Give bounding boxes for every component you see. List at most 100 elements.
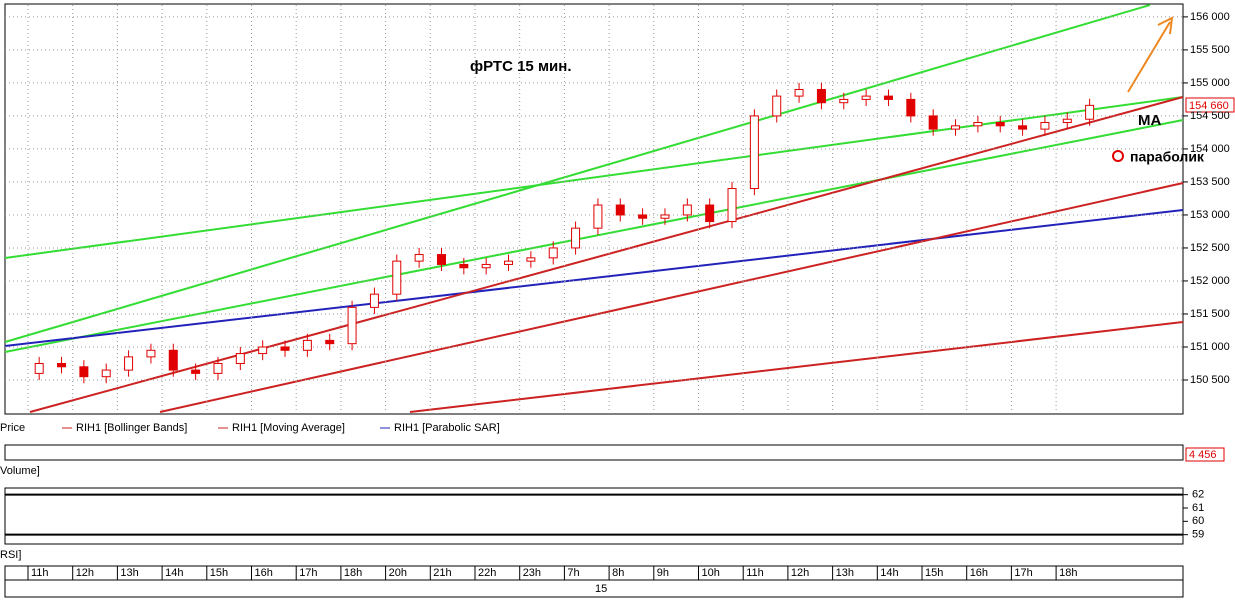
x-tick-label: 8h bbox=[612, 567, 624, 579]
arrow-head bbox=[1157, 16, 1174, 35]
x-tick-label: 7h bbox=[567, 567, 579, 579]
candle-body bbox=[414, 254, 424, 262]
candle-body bbox=[839, 98, 849, 104]
candle-body bbox=[548, 247, 558, 259]
candle-body bbox=[392, 260, 402, 295]
y-tick-label: 153 000 bbox=[1190, 209, 1230, 221]
x-tick-label: 23h bbox=[523, 567, 541, 579]
candle-body bbox=[794, 89, 804, 97]
candle-body bbox=[213, 362, 223, 374]
x-tick-label: 22h bbox=[478, 567, 496, 579]
candle-body bbox=[1018, 125, 1028, 130]
candle-body bbox=[749, 115, 759, 190]
y-tick-label: 150 500 bbox=[1190, 374, 1230, 386]
panel-label: RSI] bbox=[0, 549, 21, 561]
x-tick-label: 13h bbox=[120, 567, 138, 579]
candle-body bbox=[615, 204, 625, 216]
arrow bbox=[1127, 21, 1171, 93]
candle-body bbox=[1085, 104, 1095, 120]
candle-body bbox=[235, 353, 245, 364]
x-tick-label: 14h bbox=[880, 567, 898, 579]
candle-body bbox=[973, 122, 983, 127]
x-tick-label: 17h bbox=[1014, 567, 1032, 579]
candle-body bbox=[280, 346, 290, 351]
candle-body bbox=[995, 122, 1005, 127]
candle-body bbox=[816, 89, 826, 104]
x-tick-label: 13h bbox=[836, 567, 854, 579]
candle-body bbox=[883, 95, 893, 100]
candle-body bbox=[593, 204, 603, 229]
trendline bbox=[4, 209, 1184, 347]
legend-item: RIH1 [Bollinger Bands] bbox=[76, 422, 187, 434]
candle-body bbox=[861, 95, 871, 100]
x-tick-label: 10h bbox=[702, 567, 720, 579]
candle-body bbox=[660, 214, 670, 219]
candle-body bbox=[727, 188, 737, 223]
candle-body bbox=[906, 98, 916, 117]
y-tick-label: 151 500 bbox=[1190, 308, 1230, 320]
candle-body bbox=[1040, 122, 1050, 130]
candle-body bbox=[325, 339, 335, 345]
candle-body bbox=[928, 115, 938, 130]
y-tick-label: 151 000 bbox=[1190, 341, 1230, 353]
candle-body bbox=[347, 306, 357, 345]
trendline bbox=[29, 96, 1184, 413]
candle-body bbox=[1062, 118, 1072, 124]
candle-body bbox=[436, 254, 446, 265]
volume-value: 4 456 bbox=[1189, 449, 1217, 461]
legend-item: RIH1 [Moving Average] bbox=[232, 422, 345, 434]
candle-body bbox=[57, 362, 67, 368]
x-tick-label: 20h bbox=[389, 567, 407, 579]
y-tick-label: 152 500 bbox=[1190, 242, 1230, 254]
candle-body bbox=[571, 227, 581, 249]
trendline bbox=[159, 182, 1184, 413]
price-panel bbox=[4, 3, 1184, 415]
trendline bbox=[4, 96, 1184, 259]
x-tick-label: 16h bbox=[255, 567, 273, 579]
trendline bbox=[409, 321, 1184, 413]
x-tick-label: 15h bbox=[925, 567, 943, 579]
rsi-tick-label: 59 bbox=[1192, 529, 1204, 541]
x-tick-label: 18h bbox=[344, 567, 362, 579]
x-tick-label: 18h bbox=[1059, 567, 1077, 579]
marker bbox=[1112, 150, 1124, 162]
candle-body bbox=[79, 366, 89, 378]
trendlines bbox=[4, 4, 1184, 413]
price-box bbox=[1185, 97, 1235, 113]
x-tick-label: 21h bbox=[433, 567, 451, 579]
x-tick-label: 11h bbox=[31, 567, 49, 579]
volume-box bbox=[1185, 447, 1225, 462]
chart-title: фРТС 15 мин. bbox=[470, 58, 572, 75]
x-tick-label: 15h bbox=[210, 567, 228, 579]
rsi-tick-label: 61 bbox=[1192, 502, 1204, 514]
candle-body bbox=[504, 260, 514, 265]
x-tick-label: 11h bbox=[746, 567, 764, 579]
x-tick-label: 16h bbox=[970, 567, 988, 579]
candle-body bbox=[124, 356, 134, 371]
candle-body bbox=[481, 263, 491, 269]
y-tick-label: 156 000 bbox=[1190, 11, 1230, 23]
price-label: 154 660 bbox=[1189, 100, 1229, 112]
x-tick-label: 17h bbox=[299, 567, 317, 579]
volume-panel bbox=[4, 444, 1184, 461]
candle-body bbox=[369, 293, 379, 308]
candle-body bbox=[34, 362, 44, 374]
candle-body bbox=[302, 339, 312, 351]
rsi-panel bbox=[4, 487, 1184, 545]
x-tick-label: 14h bbox=[165, 567, 183, 579]
y-tick-label: 153 500 bbox=[1190, 176, 1230, 188]
candle-body bbox=[772, 95, 782, 117]
candle-body bbox=[146, 349, 156, 358]
x-tick-label: 9h bbox=[657, 567, 669, 579]
legend-item: Price bbox=[0, 422, 25, 434]
candle-body bbox=[705, 204, 715, 223]
candle-body bbox=[682, 204, 692, 216]
candle-body bbox=[191, 369, 201, 374]
annotation: параболик bbox=[1130, 149, 1205, 165]
candle-body bbox=[638, 214, 648, 219]
panel-label: Volume] bbox=[0, 465, 40, 477]
annotation: МА bbox=[1138, 112, 1161, 129]
candle-body bbox=[951, 125, 961, 130]
